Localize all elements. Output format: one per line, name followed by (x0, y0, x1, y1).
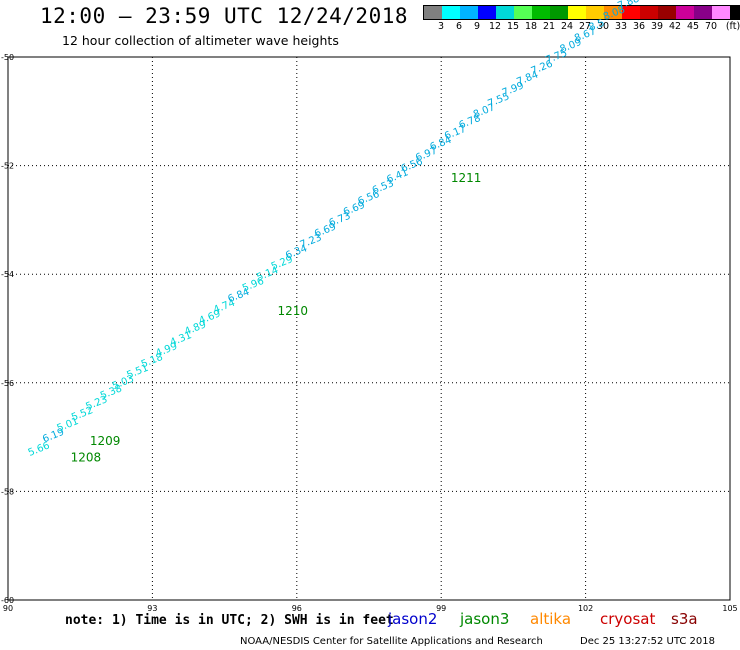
legend-tick-label: 70 (704, 21, 718, 32)
legend-tick-label: 42 (668, 21, 682, 32)
data-point-label: 8.5 (587, 18, 606, 34)
x-tick-label: 102 (578, 604, 593, 613)
legend-swatch (730, 6, 740, 19)
footer-note: note: 1) Time is in UTC; 2) SWH is in fe… (65, 613, 394, 628)
legend-tick-label: 21 (542, 21, 556, 32)
color-legend: 3 6 9 12 15 18 21 24 27 30 33 36 39 42 45 70 (ft) (423, 5, 740, 34)
legend-tick-label: 3 (437, 21, 445, 32)
legend-swatch (550, 6, 568, 19)
legend-tick-label: 9 (473, 21, 481, 32)
legend-swatch (568, 6, 586, 19)
x-tick-label: 93 (147, 604, 157, 613)
legend-tick-label: 36 (632, 21, 646, 32)
pass-label: 1210 (278, 304, 309, 318)
y-tick-label: -54 (1, 270, 14, 279)
x-tick-label: 90 (3, 604, 13, 613)
legend-tick-label: 24 (560, 21, 574, 32)
x-tick-label: 105 (722, 604, 737, 613)
legend-swatches (423, 5, 740, 20)
y-tick-label: -60 (1, 596, 14, 605)
satellite-label-s3a: s3a (671, 610, 698, 628)
legend-swatch (460, 6, 478, 19)
legend-swatch (712, 6, 730, 19)
legend-swatch (658, 6, 676, 19)
y-tick-label: -58 (1, 487, 14, 496)
legend-swatch (424, 6, 442, 19)
legend-tick-label: 12 (488, 21, 502, 32)
legend-tick-label: 39 (650, 21, 664, 32)
pass-label: 1211 (451, 171, 482, 185)
satellite-label-cryosat: cryosat (600, 610, 656, 628)
legend-swatch (640, 6, 658, 19)
y-tick-label: -52 (1, 162, 14, 171)
y-tick-label: -56 (1, 379, 14, 388)
y-tick-label: -50 (1, 53, 14, 62)
data-point-label: 7.88 (616, 0, 641, 12)
credit-text: NOAA/NESDIS Center for Satellite Applica… (240, 636, 543, 647)
page-subtitle: 12 hour collection of altimeter wave hei… (62, 33, 339, 48)
page-title: 12:00 – 23:59 UTC 12/24/2018 (40, 4, 409, 28)
satellite-label-altika: altika (530, 610, 572, 628)
legend-tick-label: (ft) (725, 21, 740, 32)
x-tick-label: 96 (292, 604, 302, 613)
legend-tick-label: 15 (506, 21, 520, 32)
legend-swatch (694, 6, 712, 19)
generated-date: Dec 25 13:27:52 UTC 2018 (580, 636, 715, 647)
legend-tick-label: 33 (614, 21, 628, 32)
legend-swatch (622, 6, 640, 19)
pass-label: 1208 (71, 451, 102, 465)
legend-swatch (586, 6, 604, 19)
satellite-label-jason2: jason2 (388, 610, 438, 628)
legend-swatch (442, 6, 460, 19)
legend-tick-label: 45 (686, 21, 700, 32)
legend-swatch (496, 6, 514, 19)
legend-swatch (604, 6, 622, 19)
legend-tick-label: 27 (578, 21, 592, 32)
x-tick-label: 99 (436, 604, 446, 613)
legend-swatch (676, 6, 694, 19)
plot-frame (7, 56, 731, 601)
legend-swatch (532, 6, 550, 19)
legend-tick-labels: 3 6 9 12 15 18 21 24 27 30 33 36 39 42 45 70 (ft) (423, 20, 740, 34)
legend-tick-label: 30 (596, 21, 610, 32)
data-point-label: 8.64 (631, 0, 656, 1)
legend-tick-label: 6 (455, 21, 463, 32)
pass-label: 1209 (90, 434, 121, 448)
legend-swatch (514, 6, 532, 19)
legend-tick-label: 18 (524, 21, 538, 32)
satellite-label-jason3: jason3 (460, 610, 510, 628)
legend-swatch (478, 6, 496, 19)
